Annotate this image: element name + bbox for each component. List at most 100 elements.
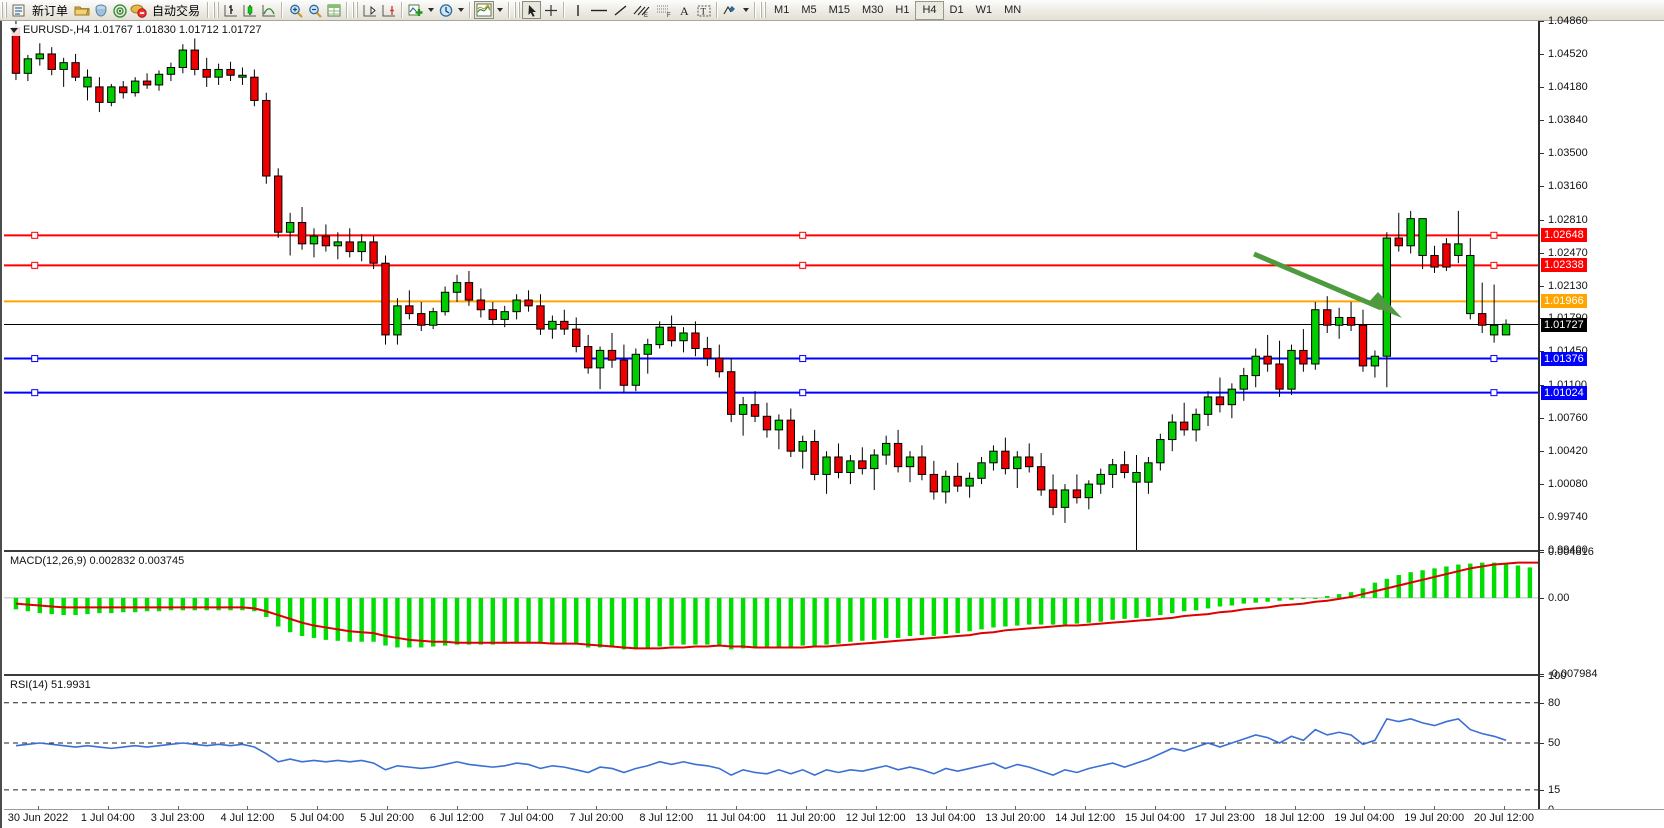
time-tick-label: 17 Jul 23:00 [1194, 812, 1255, 824]
toolbar-grip-5[interactable] [760, 2, 767, 18]
profile-icon[interactable] [91, 1, 110, 19]
new-order-label[interactable]: 新订单 [32, 3, 69, 18]
period-dropdown-icon[interactable] [455, 8, 466, 12]
price-plot[interactable] [4, 21, 1664, 550]
timeframe-button-d1[interactable]: D1 [949, 4, 964, 16]
rsi-pane[interactable] [4, 676, 1664, 810]
macd-histogram-bar [240, 597, 245, 611]
label-icon[interactable]: T [694, 1, 713, 19]
macd-histogram-bar [335, 597, 341, 641]
zoom-in-icon[interactable] [286, 1, 305, 19]
macd-histogram-bar [1193, 597, 1199, 611]
candle [691, 332, 700, 349]
folder-icon[interactable] [72, 1, 91, 19]
candle [1036, 466, 1046, 491]
trendline-icon[interactable] [611, 1, 631, 19]
price-tag-support[interactable]: 1.01024 [1541, 385, 1587, 400]
toolbar-grip[interactable] [1, 2, 7, 18]
price-tag-resistance[interactable]: 1.02338 [1541, 258, 1587, 273]
macd-histogram-bar [1468, 563, 1473, 598]
cursor-icon[interactable] [522, 1, 542, 19]
zoom-out-icon[interactable] [305, 1, 324, 19]
autotrading-icon[interactable] [129, 1, 148, 19]
timeframe-button-h1[interactable]: H1 [895, 4, 910, 16]
candle [1430, 254, 1439, 268]
macd-histogram-bar [1456, 564, 1461, 598]
macd-plot[interactable] [4, 552, 1664, 674]
macd-histogram-bar [967, 597, 972, 632]
chart-window[interactable]: EURUSD-,H4 1.01767 1.01830 1.01712 1.017… [0, 15, 1664, 828]
indicators-dropdown-icon[interactable] [425, 8, 436, 12]
candle [1478, 313, 1487, 326]
signal-icon[interactable] [110, 1, 129, 19]
macd-histogram-bar [550, 597, 555, 644]
macd-label[interactable]: MACD(12,26,9) 0.002832 0.003745 [8, 555, 187, 567]
timeframe-button-m15[interactable]: M15 [828, 4, 850, 16]
toolbar-grip-2[interactable] [213, 2, 220, 18]
time-tick-label: 12 Jul 12:00 [845, 812, 906, 824]
objects-dropdown-icon[interactable] [740, 8, 751, 12]
candle [285, 222, 295, 233]
rsi-label[interactable]: RSI(14) 51.9931 [8, 679, 93, 691]
macd-histogram-bar [371, 597, 376, 642]
macd-histogram-bar [824, 597, 829, 645]
autotrading-label[interactable]: 自动交易 [152, 3, 201, 18]
price-pane[interactable] [4, 21, 1664, 550]
macd-series [4, 561, 1540, 650]
toolbar-grip-3[interactable] [352, 2, 359, 18]
chart-shift-icon[interactable] [379, 1, 398, 19]
price-tag-last-price[interactable]: 1.01727 [1541, 317, 1587, 332]
toolbar-grip-4[interactable] [514, 2, 521, 18]
templates-dropdown-icon[interactable] [494, 8, 505, 12]
candle [333, 241, 343, 247]
period-icon[interactable] [436, 1, 455, 19]
timeframe-button-mn[interactable]: MN [1004, 4, 1022, 16]
chart-header[interactable]: EURUSD-,H4 1.01767 1.01830 1.01712 1.017… [8, 24, 264, 36]
price-tag-pivot[interactable]: 1.01966 [1541, 294, 1587, 309]
pane-divider-rsi[interactable] [4, 674, 1664, 676]
fibonacci-icon[interactable]: F [653, 1, 675, 19]
candle [452, 282, 462, 293]
timeframe-button-w1[interactable]: W1 [975, 4, 993, 16]
macd-histogram-bar [728, 597, 734, 650]
pane-divider-macd[interactable] [4, 550, 1664, 552]
macd-histogram-bar [1444, 566, 1449, 598]
timeframe-button-m1[interactable]: M1 [774, 4, 790, 16]
candle [262, 99, 271, 177]
rsi-plot[interactable] [4, 676, 1664, 810]
toolbar-separator-6 [508, 2, 511, 18]
indicators-icon[interactable] [406, 1, 425, 19]
candle [1466, 254, 1475, 315]
templates-icon[interactable] [474, 1, 495, 19]
equidistant-icon[interactable]: E [631, 1, 653, 19]
vline-icon[interactable] [568, 1, 587, 19]
macd-pane[interactable] [4, 552, 1664, 674]
hline-icon[interactable] [587, 1, 611, 19]
data-window-icon[interactable] [324, 1, 343, 19]
price-tick [1540, 219, 1544, 221]
timeframe-button-m30[interactable]: M30 [862, 4, 884, 16]
candle [202, 68, 211, 78]
new-order-icon[interactable] [9, 1, 28, 19]
macd-histogram-bar [585, 597, 591, 648]
line-chart-icon[interactable] [259, 1, 278, 19]
auto-scroll-icon[interactable] [360, 1, 379, 19]
time-tick [736, 806, 738, 810]
time-axis[interactable]: 30 Jun 2022 1 Jul 04:00 3 Jul 23:00 4 Jul 1… [4, 806, 1664, 828]
rsi-tick [1540, 789, 1544, 791]
bar-chart-icon[interactable] [221, 1, 240, 19]
crosshair-icon[interactable] [541, 1, 560, 19]
price-tag-support[interactable]: 1.01376 [1541, 351, 1587, 366]
chart-collapse-icon[interactable] [10, 27, 18, 33]
timeframe-button-h4[interactable]: H4 [915, 0, 944, 20]
candle [667, 326, 676, 342]
objects-icon[interactable] [721, 1, 740, 19]
text-icon[interactable]: A [675, 1, 694, 19]
candlestick-icon[interactable] [240, 1, 259, 19]
macd-histogram-bar [800, 597, 805, 646]
price-tag-resistance[interactable]: 1.02648 [1541, 228, 1587, 243]
price-axis[interactable]: 1.04860 1.04520 1.04180 1.03840 1.03500 1.031… [1538, 15, 1664, 828]
macd-histogram-bar [1170, 597, 1175, 614]
candle [1334, 316, 1344, 326]
timeframe-button-m5[interactable]: M5 [801, 4, 817, 16]
